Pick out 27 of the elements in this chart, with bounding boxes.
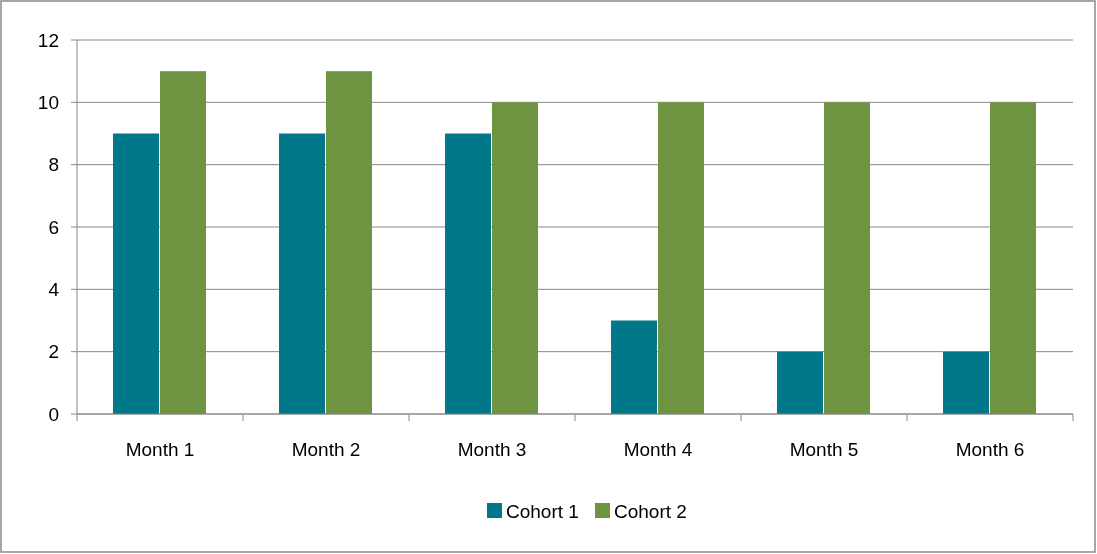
y-tick-label: 6: [48, 216, 59, 238]
y-tick-label: 4: [48, 278, 60, 300]
bar: [611, 320, 657, 414]
bar: [943, 351, 989, 414]
bar: [777, 351, 823, 414]
legend-label: Cohort 2: [614, 500, 687, 522]
y-tick-label: 10: [37, 91, 59, 113]
bar: [160, 71, 206, 414]
y-tick-label: 0: [48, 403, 59, 425]
x-tick-label: Month 3: [457, 439, 527, 460]
y-tick-label: 2: [48, 341, 59, 363]
y-tick-label: 8: [48, 154, 59, 176]
bar: [445, 133, 491, 414]
x-tick-label: Month 1: [125, 439, 195, 460]
bar: [990, 102, 1036, 414]
bar: [279, 133, 325, 414]
bar: [113, 133, 159, 414]
y-tick-label: 12: [37, 29, 59, 51]
x-tick-label: Month 2: [291, 439, 361, 460]
x-tick-label: Month 5: [789, 439, 859, 460]
bar: [824, 102, 870, 414]
x-tick-label: Month 4: [623, 439, 693, 460]
bar: [326, 71, 372, 414]
bar: [492, 102, 538, 414]
bar: [658, 102, 704, 414]
x-tick-label: Month 6: [955, 439, 1025, 460]
legend-label: Cohort 1: [506, 500, 579, 522]
